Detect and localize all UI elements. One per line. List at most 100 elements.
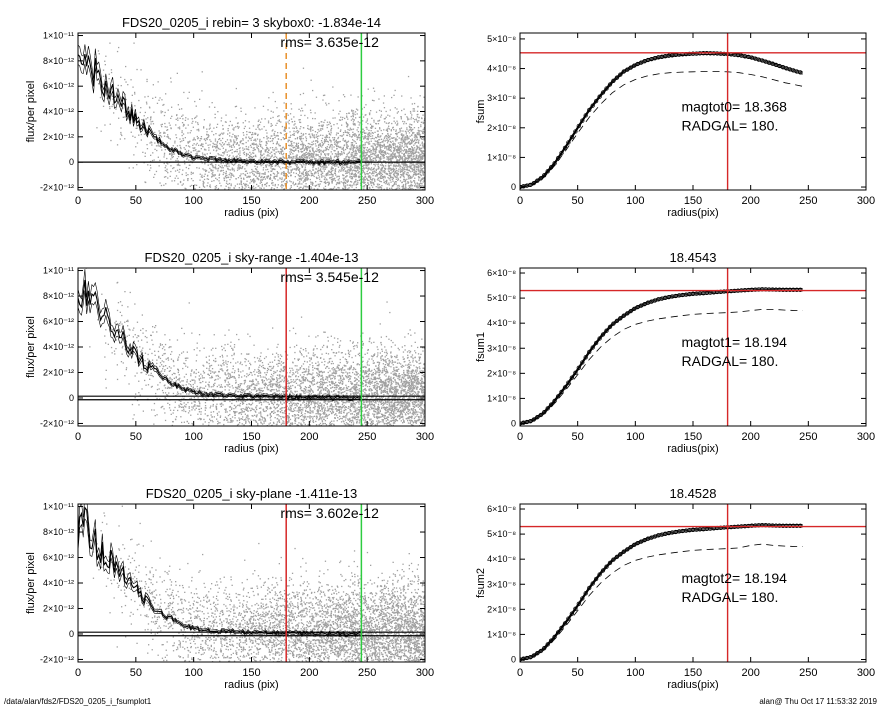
scatter-point [296, 154, 298, 156]
scatter-point [163, 154, 166, 156]
scatter-point [147, 117, 149, 119]
scatter-point [271, 168, 273, 170]
scatter-point [284, 194, 285, 195]
scatter-point [417, 106, 419, 108]
scatter-point [330, 228, 331, 229]
scatter-point [165, 183, 167, 185]
scatter-point [397, 131, 400, 134]
scatter-point [214, 166, 216, 169]
scatter-point [164, 132, 166, 134]
scatter-point [353, 169, 356, 172]
scatter-point [408, 186, 411, 188]
scatter-point [415, 185, 417, 187]
scatter-point [312, 89, 314, 92]
scatter-point [212, 169, 214, 171]
scatter-point [330, 179, 333, 181]
scatter-point [254, 143, 256, 146]
scatter-point [404, 195, 405, 196]
scatter-point [157, 156, 159, 158]
scatter-point [220, 169, 222, 172]
scatter-point [345, 164, 348, 166]
scatter-point [292, 146, 294, 149]
scatter-point [181, 134, 183, 137]
scatter-point [309, 135, 311, 137]
scatter-point [301, 140, 303, 142]
scatter-point [292, 197, 293, 198]
scatter-point [396, 139, 398, 141]
scatter-point [336, 182, 338, 184]
scatter-point [202, 143, 204, 145]
scatter-point [369, 159, 371, 161]
scatter-point [398, 185, 400, 187]
scatter-point [414, 185, 416, 187]
scatter-point [329, 162, 331, 165]
scatter-point [408, 141, 410, 143]
scatter-point [274, 100, 276, 103]
scatter-point [421, 178, 424, 180]
scatter-point [397, 174, 400, 176]
scatter-point [230, 176, 232, 179]
scatter-point [231, 159, 233, 161]
scatter-point [294, 120, 296, 123]
scatter-point [245, 191, 246, 192]
scatter-point [417, 132, 419, 134]
scatter-point [358, 137, 360, 139]
scatter-point [157, 145, 159, 147]
scatter-point [350, 168, 352, 170]
scatter-point [163, 206, 164, 207]
scatter-point [214, 140, 217, 142]
scatter-point [410, 188, 412, 190]
scatter-point [238, 163, 240, 166]
scatter-point [350, 129, 352, 131]
scatter-point [425, 216, 426, 217]
scatter-point [353, 195, 354, 196]
scatter-point [170, 77, 172, 79]
scatter-point [380, 114, 383, 116]
scatter-point [314, 158, 316, 161]
scatter-point [402, 175, 405, 177]
scatter-point [362, 131, 364, 133]
scatter-point [392, 145, 395, 147]
scatter-point [367, 142, 369, 144]
scatter-point [152, 84, 154, 86]
scatter-point [390, 133, 392, 135]
scatter-point [258, 151, 260, 153]
scatter-point [270, 188, 272, 190]
scatter-point [416, 185, 419, 187]
scatter-point [304, 144, 306, 147]
scatter-point [281, 181, 283, 183]
scatter-point [251, 143, 253, 145]
scatter-point [199, 173, 201, 175]
scatter-point [308, 147, 310, 149]
scatter-point [395, 149, 398, 151]
scatter-point [216, 149, 218, 151]
scatter-point [265, 144, 267, 146]
scatter-point [407, 188, 409, 190]
scatter-point [368, 132, 370, 134]
scatter-point [421, 151, 423, 153]
scatter-point [362, 120, 364, 122]
scatter-point [231, 174, 233, 176]
scatter-point [329, 122, 331, 125]
scatter-point [373, 170, 376, 172]
scatter-point [304, 174, 307, 176]
scatter-point [275, 151, 277, 153]
scatter-point [383, 181, 385, 183]
scatter-point [388, 143, 391, 146]
scatter-point [229, 154, 231, 157]
scatter-point [373, 179, 376, 181]
scatter-point [216, 126, 218, 128]
scatter-point [310, 186, 312, 188]
scatter-point [212, 146, 214, 148]
scatter-point [415, 151, 417, 153]
scatter-point [237, 177, 240, 179]
scatter-point [204, 153, 206, 155]
scatter-point [243, 153, 246, 156]
scatter-point [359, 131, 362, 133]
scatter-point [346, 116, 348, 118]
scatter-point [167, 172, 169, 174]
scatter-point [280, 139, 282, 141]
scatter-point [410, 130, 412, 132]
scatter-point [296, 136, 299, 139]
scatter-point [233, 151, 236, 153]
